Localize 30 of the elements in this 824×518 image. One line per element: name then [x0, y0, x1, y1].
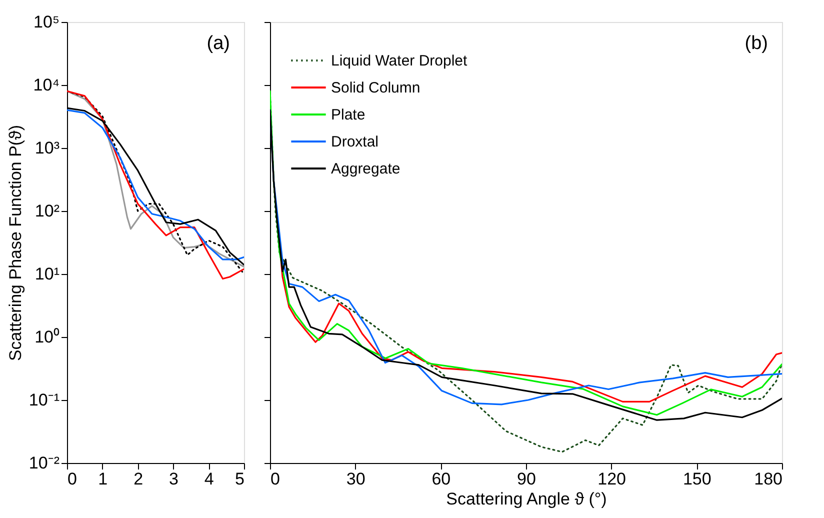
- x-tick-label: 3: [168, 470, 178, 488]
- legend-label: Liquid Water Droplet: [331, 52, 468, 70]
- x-tick-label: 60: [432, 470, 451, 488]
- y-tick-label: 10³: [34, 138, 60, 158]
- y-tick-label: 10⁰: [34, 328, 60, 346]
- x-tick-label: 180: [754, 470, 782, 488]
- x-tick-label: 120: [598, 470, 626, 488]
- y-tick-label: 10²: [34, 202, 60, 220]
- x-tick-label: 1: [98, 470, 108, 488]
- x-tick-label: 150: [682, 470, 712, 488]
- x-tick-label: 2: [134, 470, 144, 488]
- x-tick-label: 4: [204, 470, 214, 488]
- legend-label: Solid Column: [331, 80, 420, 96]
- legend-label: Plate: [331, 106, 366, 124]
- x-tick-label: 0: [270, 470, 280, 488]
- x-axis-title: Scattering Angle ϑ (°): [446, 490, 607, 508]
- x-tick-label: 30: [346, 470, 366, 488]
- y-axis-title: Scattering Phase Function P(ϑ): [6, 124, 25, 362]
- y-tick-label: 10¹: [34, 264, 60, 284]
- legend-label: Droxtal: [331, 134, 379, 150]
- y-tick-label: 10⁵: [34, 12, 60, 32]
- x-tick-label: 90: [517, 470, 536, 488]
- x-tick-label: 0: [68, 470, 77, 488]
- y-tick-label: 10⁻²: [28, 454, 60, 472]
- x-tick-label: 5: [235, 470, 244, 488]
- y-tick-label: 10⁴: [33, 76, 60, 94]
- legend-label: Aggregate: [331, 160, 400, 178]
- annotation: (b): [744, 33, 768, 54]
- y-tick-label: 10⁻¹: [28, 390, 60, 410]
- annotation: (a): [206, 33, 230, 54]
